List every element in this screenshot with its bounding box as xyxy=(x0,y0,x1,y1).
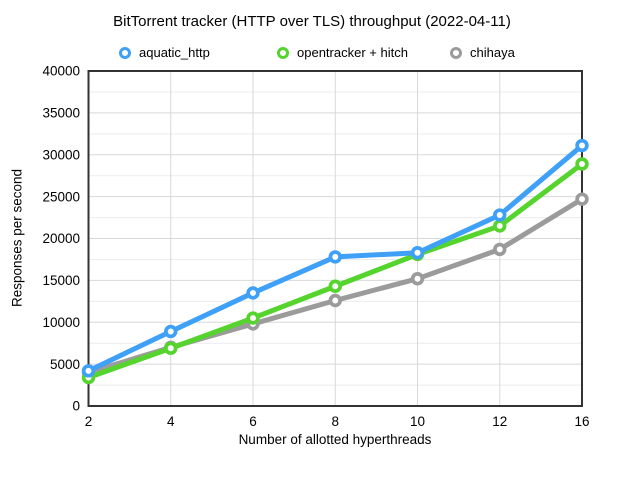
x-tick-label: 10 xyxy=(410,414,425,429)
data-point-hole xyxy=(414,275,421,282)
y-tick-label: 35000 xyxy=(42,106,80,121)
legend-marker-icon xyxy=(277,46,289,59)
data-point-hole xyxy=(250,289,256,296)
y-tick-label: 25000 xyxy=(42,189,80,204)
data-point-hole xyxy=(167,328,174,335)
data-point-hole xyxy=(85,367,92,374)
data-point-hole xyxy=(496,222,503,229)
x-tick-label: 8 xyxy=(331,414,339,429)
data-point-hole xyxy=(579,142,585,149)
x-tick-label: 16 xyxy=(574,414,589,429)
y-tick-label: 5000 xyxy=(50,357,80,372)
data-point-hole xyxy=(579,160,585,167)
y-tick-label: 10000 xyxy=(42,315,80,330)
legend-item-aquatic-http: aquatic_http xyxy=(119,45,210,60)
legend-item-chihaya: chihaya xyxy=(450,45,515,60)
data-point-hole xyxy=(579,196,585,203)
data-point-hole xyxy=(496,246,503,253)
x-tick-label: 12 xyxy=(492,414,507,429)
legend-item-opentracker-hitch: opentracker + hitch xyxy=(277,45,408,60)
legend-label: opentracker + hitch xyxy=(297,45,408,60)
y-tick-label: 0 xyxy=(72,399,80,414)
legend-marker-icon xyxy=(119,46,131,59)
data-point-hole xyxy=(250,315,256,322)
data-point-hole xyxy=(332,253,339,260)
x-tick-label: 6 xyxy=(249,414,257,429)
x-tick-label: 2 xyxy=(85,414,93,429)
data-point-hole xyxy=(332,283,339,290)
legend-label: aquatic_http xyxy=(139,45,210,60)
x-axis-title: Number of allotted hyperthreads xyxy=(238,432,432,447)
y-tick-label: 20000 xyxy=(42,231,80,246)
y-tick-label: 40000 xyxy=(42,64,80,79)
data-point-hole xyxy=(414,249,421,256)
data-point-hole xyxy=(496,212,503,219)
plot-frame xyxy=(87,70,583,407)
y-tick-label: 30000 xyxy=(42,147,80,162)
data-point-hole xyxy=(167,345,174,352)
legend-marker-icon xyxy=(450,46,462,59)
legend-label: chihaya xyxy=(470,45,515,60)
x-tick-label: 4 xyxy=(167,414,175,429)
data-point-hole xyxy=(332,297,339,304)
y-tick-label: 15000 xyxy=(42,273,80,288)
chart-title: BitTorrent tracker (HTTP over TLS) throu… xyxy=(113,13,511,30)
